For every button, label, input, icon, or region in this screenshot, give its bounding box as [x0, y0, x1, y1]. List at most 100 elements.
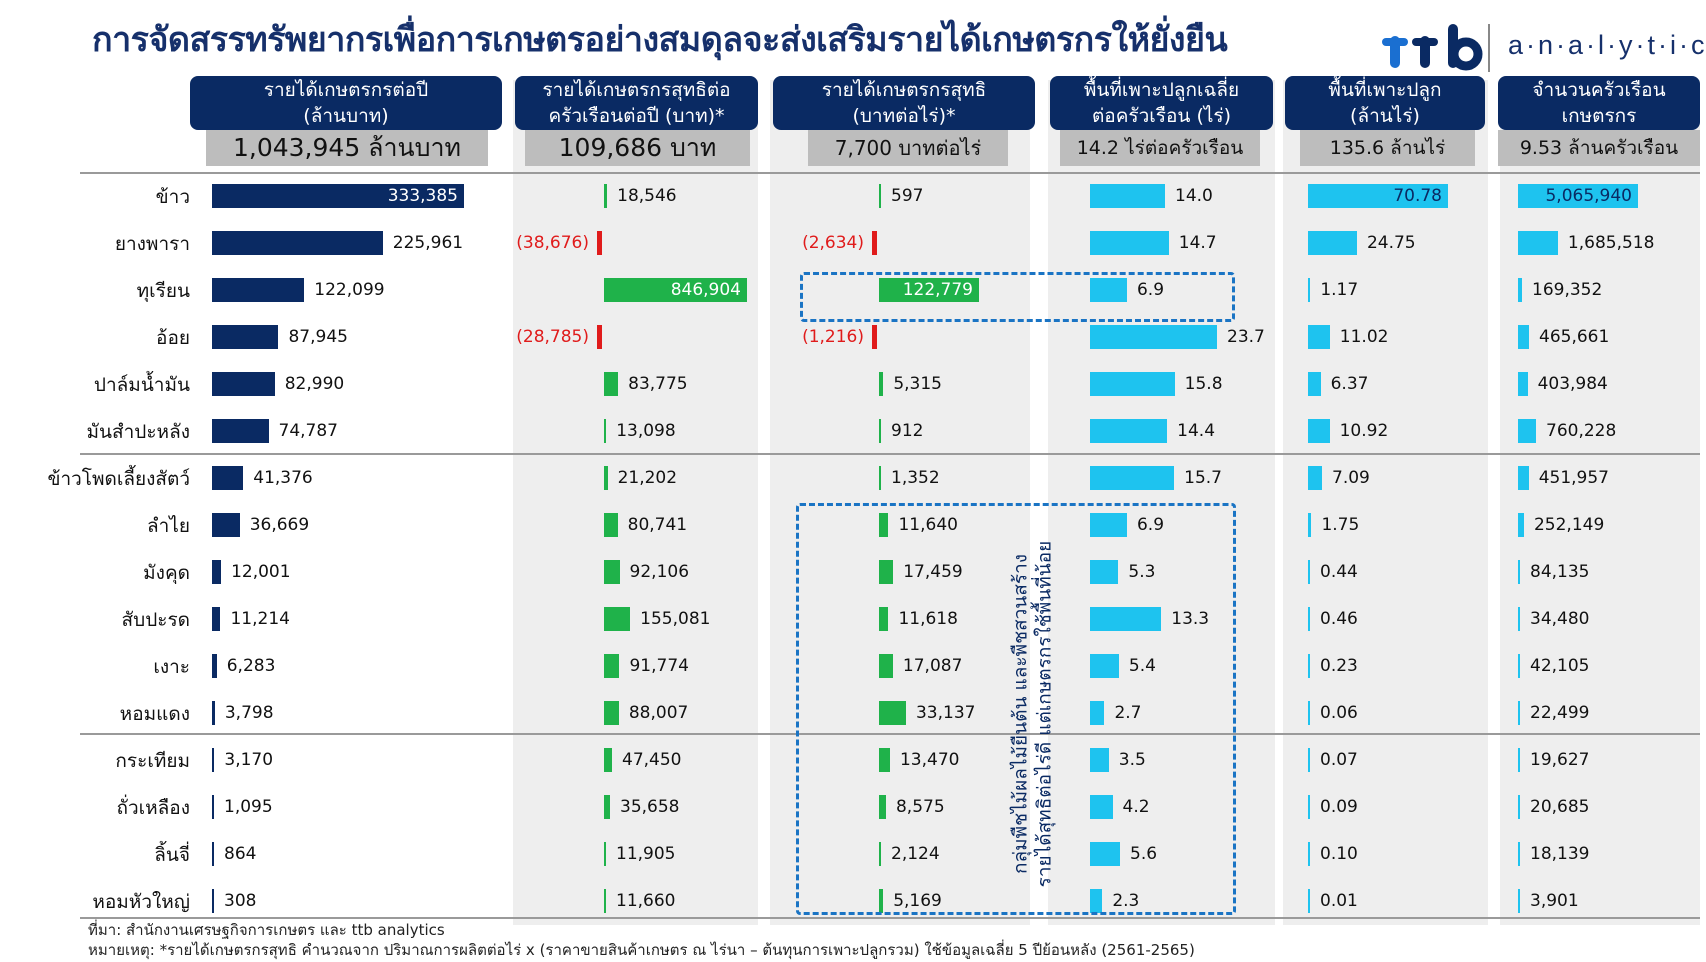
- data-bar: [212, 795, 214, 819]
- annotation-text: กลุ่มพืชไม้ผลไม้ยืนต้น และพืชสวนสร้าง ราย…: [1008, 541, 1056, 888]
- column-background: [770, 80, 1030, 925]
- data-label: 155,081: [640, 609, 711, 629]
- data-bar: [879, 701, 906, 725]
- data-label: 11,905: [616, 844, 676, 864]
- source-note: ที่มา: สำนักงานเศรษฐกิจการเกษตร และ ttb …: [88, 921, 445, 939]
- data-bar: [604, 748, 612, 772]
- data-bar: [1518, 560, 1520, 584]
- data-bar: [212, 748, 215, 772]
- data-label: 84,135: [1530, 562, 1590, 582]
- data-bar: [1308, 654, 1310, 678]
- data-bar: [1518, 607, 1520, 631]
- data-label: 23.7: [1227, 327, 1265, 347]
- data-bar: [1308, 513, 1312, 537]
- category-label: ถั่วเหลือง: [116, 797, 190, 819]
- analytics-wordmark: a·n·a·l·y·t·i·c·s: [1508, 30, 1706, 60]
- column-header: พื้นที่เพาะปลูก (ล้านไร่): [1285, 76, 1485, 130]
- data-label: 24.75: [1366, 233, 1416, 253]
- data-bar: [604, 560, 620, 584]
- data-bar: [879, 607, 889, 631]
- data-label: 122,099: [314, 280, 385, 300]
- data-bar: [879, 513, 889, 537]
- data-label: 17,087: [902, 656, 963, 676]
- data-label: 5,315: [893, 374, 942, 394]
- data-bar: [604, 607, 631, 631]
- data-label: 15.8: [1184, 374, 1223, 394]
- data-bar: [879, 560, 894, 584]
- data-label: 91,774: [629, 656, 689, 676]
- data-label: 87,945: [288, 327, 348, 347]
- data-label: 7.09: [1332, 468, 1370, 488]
- data-label: 5,065,940: [1545, 186, 1632, 206]
- column-header: รายได้เกษตรกรต่อปี (ล้านบาท): [190, 76, 502, 130]
- data-label: 0.46: [1320, 609, 1358, 629]
- data-label: 1,095: [224, 797, 273, 817]
- data-bar: [212, 842, 214, 866]
- data-bar: [604, 654, 620, 678]
- data-bar: [1518, 889, 1520, 913]
- category-label: ยางพารา: [114, 233, 190, 255]
- data-label: 18,546: [617, 186, 677, 206]
- row-divider: [80, 453, 1700, 455]
- data-bar: [1308, 701, 1310, 725]
- data-bar: [212, 278, 305, 302]
- data-bar: [1308, 795, 1310, 819]
- column-total: 135.6 ล้านไร่: [1300, 130, 1475, 166]
- column-header: รายได้เกษตรกรสุทธิ (บาทต่อไร่)*: [773, 76, 1035, 130]
- column-total: 14.2 ไร่ต่อครัวเรือน: [1060, 130, 1260, 166]
- data-bar: [879, 654, 893, 678]
- data-label: 1.75: [1321, 515, 1360, 535]
- data-label: 5.6: [1130, 844, 1158, 864]
- column-header-line: (ล้านบาท): [303, 105, 389, 127]
- data-bar: [1090, 278, 1127, 302]
- data-label: 6,283: [226, 656, 276, 676]
- data-label: 80,741: [627, 515, 688, 535]
- data-label: 11,214: [230, 609, 290, 629]
- data-label: 82,990: [284, 374, 345, 394]
- row-divider: [80, 917, 1700, 919]
- column-header-line: ต่อครัวเรือน (ไร่): [1091, 105, 1232, 127]
- data-label: 6.9: [1136, 280, 1165, 300]
- column-background: [1283, 80, 1488, 925]
- column-header-line: ครัวเรือนต่อปี (บาท)*: [548, 105, 725, 127]
- data-label: 11.02: [1339, 327, 1389, 347]
- data-label: 169,352: [1532, 280, 1603, 300]
- data-label: 6.37: [1330, 374, 1369, 394]
- data-label: 846,904: [670, 280, 741, 300]
- column-header: จำนวนครัวเรือน เกษตรกร: [1498, 76, 1700, 130]
- category-label: สับปะรด: [121, 609, 190, 631]
- data-label: 83,775: [628, 374, 688, 394]
- data-bar: [1518, 842, 1520, 866]
- column-background: [513, 80, 758, 925]
- data-label: 3,170: [224, 750, 274, 770]
- data-bar: [604, 419, 607, 443]
- row-divider: [80, 733, 1700, 735]
- category-label: อ้อย: [156, 327, 190, 349]
- data-bar: [1090, 654, 1119, 678]
- data-label: 42,105: [1530, 656, 1590, 676]
- column-background: [1500, 80, 1700, 925]
- data-label: 122,779: [902, 280, 973, 300]
- data-label: 20,685: [1530, 797, 1590, 817]
- data-label: 3.5: [1118, 750, 1146, 770]
- data-label: 18,139: [1530, 844, 1590, 864]
- data-label: 0.01: [1320, 891, 1358, 911]
- category-label: มังคุด: [143, 562, 190, 584]
- annotation-line: กลุ่มพืชไม้ผลไม้ยืนต้น และพืชสวนสร้าง: [1009, 553, 1031, 875]
- data-label: 14.0: [1175, 186, 1213, 206]
- data-label: 8,575: [895, 797, 945, 817]
- data-label: 14.7: [1178, 233, 1217, 253]
- data-label: 88,007: [628, 703, 689, 723]
- data-label: 13,470: [899, 750, 960, 770]
- data-label: 70.78: [1393, 186, 1442, 206]
- data-label: (28,785): [516, 327, 589, 347]
- data-bar: [604, 513, 618, 537]
- category-label: มันสำปะหลัง: [86, 421, 191, 443]
- data-label: 1,685,518: [1567, 233, 1655, 253]
- column-header-line: รายได้เกษตรกรต่อปี: [263, 79, 429, 101]
- column-header-line: เกษตรกร: [1561, 105, 1637, 127]
- data-bar: [212, 701, 215, 725]
- data-bar: [1090, 466, 1175, 490]
- data-bar: [879, 372, 884, 396]
- data-bar: [1518, 231, 1558, 255]
